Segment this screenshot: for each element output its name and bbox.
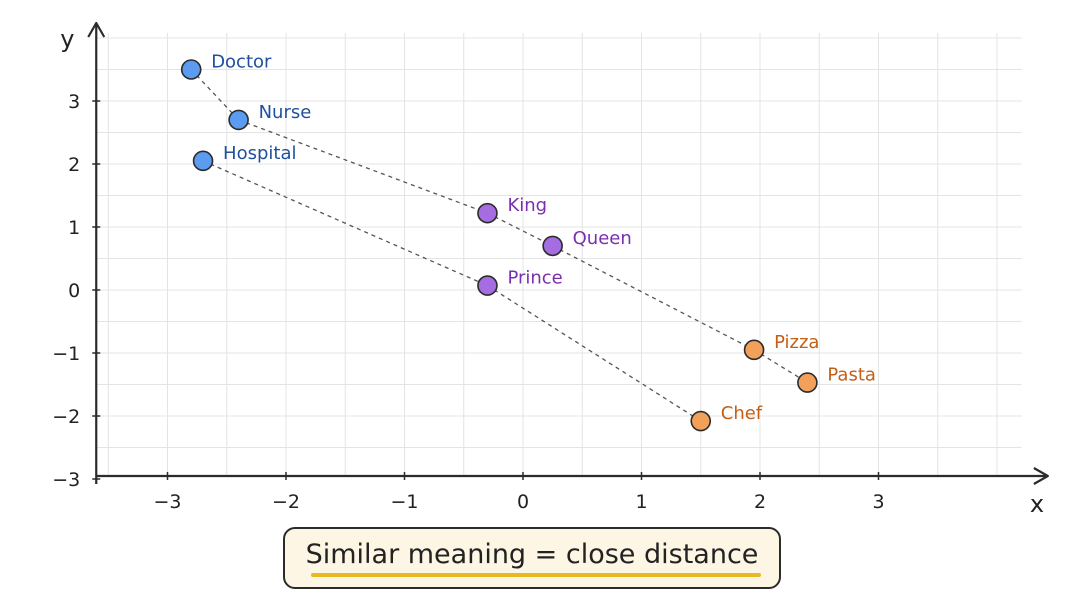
data-point [180, 59, 202, 80]
tick-labels: −3 −2 −1 0 1 2 3 −3 −2 −1 0 1 2 3 [52, 91, 884, 513]
connection-line [487, 212, 553, 247]
y-tick-label: 3 [68, 91, 80, 113]
point-label: Chef [721, 403, 763, 424]
x-tick-label: 3 [872, 491, 884, 513]
y-axis-arrow [87, 21, 106, 38]
data-point [192, 150, 214, 172]
data-point [690, 410, 712, 432]
data-point [228, 109, 249, 131]
data-point [743, 339, 765, 361]
data-point [477, 275, 498, 296]
data-point [797, 372, 818, 393]
point-label: King [507, 195, 547, 216]
y-tick-label: −1 [52, 343, 80, 365]
axes [87, 21, 1049, 485]
connection-line [487, 285, 702, 422]
connection-line [753, 349, 808, 384]
point-label: Nurse [259, 102, 312, 123]
point-label: Pasta [827, 365, 876, 386]
x-tick-label: −2 [272, 491, 300, 513]
x-tick-label: 1 [635, 491, 647, 513]
caption-underline [311, 573, 761, 577]
y-tick-label: −2 [52, 406, 80, 428]
x-tick-label: −3 [153, 491, 181, 513]
connection-line [190, 69, 240, 121]
connection-line [202, 160, 488, 287]
x-tick-label: 2 [754, 491, 766, 513]
y-tick-label: 1 [68, 217, 80, 239]
point-label: Hospital [223, 143, 296, 164]
x-axis-label: x [1030, 490, 1044, 518]
y-tick-label: 2 [68, 154, 80, 176]
point-label: Pizza [774, 332, 819, 353]
point-label: Doctor [211, 52, 272, 73]
data-point [477, 202, 498, 224]
data-point [542, 235, 563, 257]
y-axis-label: y [60, 25, 74, 53]
x-axis-arrow [1033, 467, 1049, 485]
connection-line [552, 245, 755, 351]
point-labels: Doctor Nurse Hospital King Queen Prince Pizza P… [211, 52, 876, 425]
x-tick-label: −1 [390, 491, 418, 513]
connection-lines [190, 69, 808, 422]
point-label: Prince [507, 268, 562, 289]
grid [96, 33, 1022, 476]
data-points [180, 59, 818, 432]
caption-box: Similar meaning = close distance [283, 527, 781, 589]
caption-text: Similar meaning = close distance [305, 539, 759, 570]
point-label: Queen [573, 228, 632, 249]
connection-line [238, 119, 488, 214]
y-tick-label: −3 [52, 469, 80, 491]
y-tick-label: 0 [68, 280, 80, 302]
x-tick-label: 0 [517, 491, 529, 513]
